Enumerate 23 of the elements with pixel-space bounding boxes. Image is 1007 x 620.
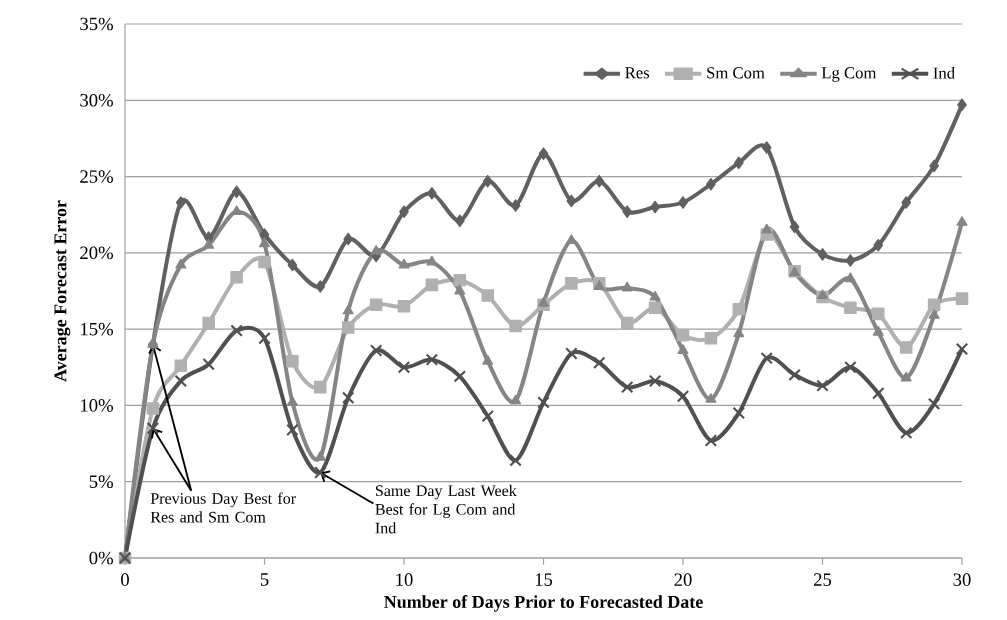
x-tick-label: 20	[674, 573, 692, 586]
y-tick-label: 30%	[80, 93, 113, 107]
annotation: Same Day Last Week Best for Lg Com and Ind	[375, 484, 517, 534]
y-tick-label: 10%	[81, 399, 113, 412]
x-tick-label: 5	[260, 573, 269, 586]
annotation: Previous Day Best for Res and Sm Com	[150, 492, 296, 523]
y-tick-label: 20%	[80, 246, 113, 260]
y-axis-title: Average Forecast Error	[54, 200, 71, 382]
x-tick-label: 25	[813, 573, 832, 586]
y-tick-label: 35%	[80, 17, 113, 31]
y-tick-label: 15%	[81, 322, 113, 336]
x-tick-label: 30	[953, 573, 971, 586]
x-tick-label: 15	[535, 573, 553, 586]
x-axis-title: Number of Days Prior to Forecasted Date	[384, 595, 703, 612]
y-tick-label: 25%	[80, 170, 113, 183]
legend-label: Ind	[933, 66, 955, 79]
y-tick-label: 0%	[89, 551, 113, 565]
legend-label: Sm Com	[707, 67, 765, 79]
legend-label: Res	[625, 67, 650, 79]
y-tick-label: 5%	[89, 475, 113, 489]
x-tick-label: 0	[121, 573, 129, 586]
x-tick-label: 10	[396, 573, 413, 586]
legend-label: Lg Com	[821, 67, 877, 82]
